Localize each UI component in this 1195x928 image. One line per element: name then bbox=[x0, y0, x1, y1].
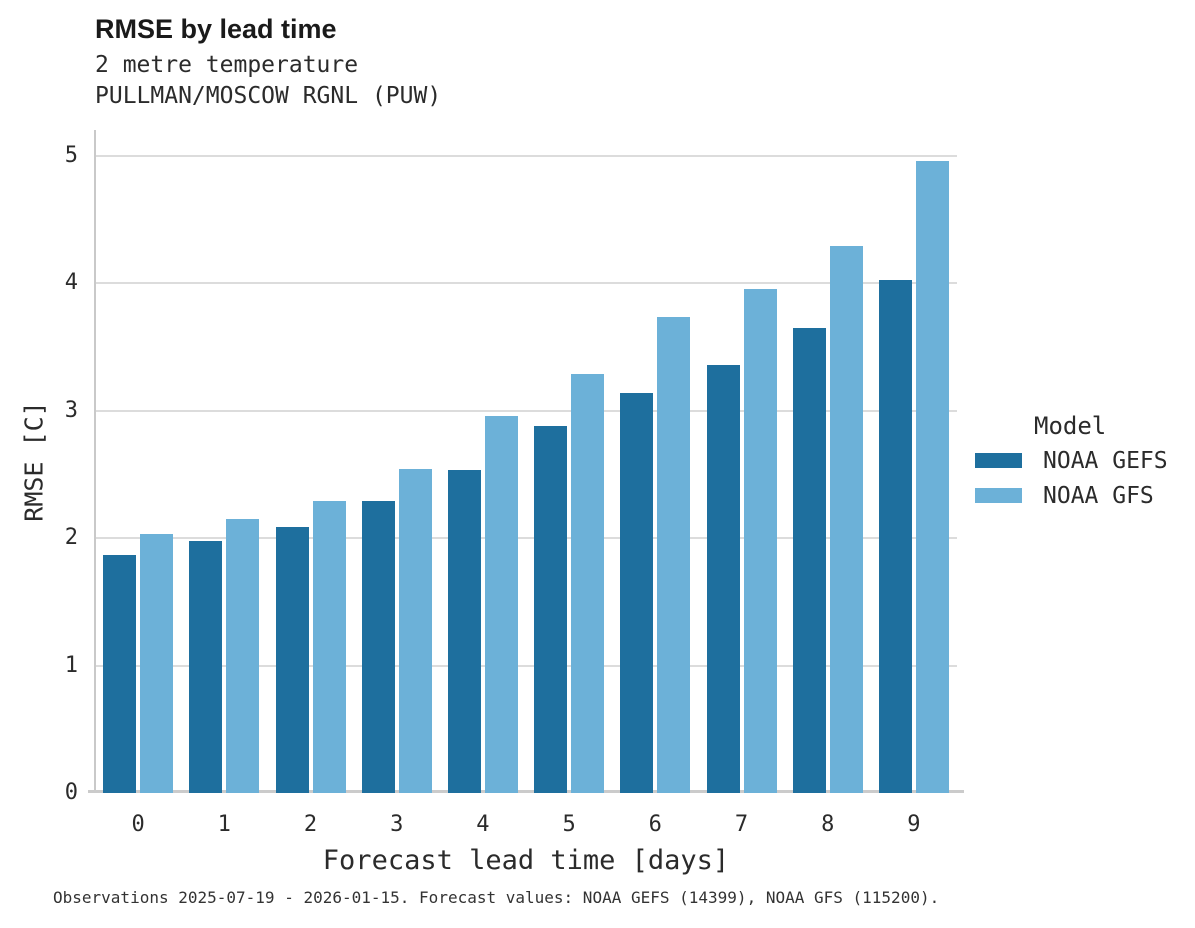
x-tick-7: 7 bbox=[734, 812, 749, 837]
bar-noaa-gfs-lead-7 bbox=[743, 289, 777, 793]
gridline-y-4 bbox=[95, 282, 957, 284]
x-tick-3: 3 bbox=[390, 812, 404, 837]
legend-title: Model bbox=[1034, 412, 1107, 440]
x-tick-9: 9 bbox=[907, 812, 921, 837]
bar-noaa-gfs-lead-6 bbox=[657, 317, 691, 793]
bar-noaa-gefs-lead-4 bbox=[447, 470, 481, 793]
legend-label-noaa-gefs: NOAA GEFS bbox=[1043, 447, 1168, 474]
x-axis-label: Forecast lead time [days] bbox=[322, 845, 730, 876]
legend-entry-noaa-gefs: NOAA GEFS bbox=[975, 447, 1168, 474]
chart-subtitle: 2 metre temperature PULLMAN/MOSCOW RGNL … bbox=[95, 50, 441, 112]
gridline-y-1 bbox=[95, 664, 957, 667]
legend-entry-noaa-gfs: NOAA GFS bbox=[975, 482, 1168, 509]
legend-swatch-noaa-gefs bbox=[975, 453, 1022, 468]
bar-noaa-gefs-lead-5 bbox=[534, 425, 568, 793]
bar-noaa-gfs-lead-5 bbox=[571, 373, 605, 793]
bar-noaa-gfs-lead-2 bbox=[312, 501, 346, 793]
bar-noaa-gfs-lead-9 bbox=[915, 160, 949, 793]
legend-swatch-noaa-gfs bbox=[975, 488, 1022, 503]
y-axis-label: RMSE [C] bbox=[19, 401, 49, 522]
y-tick-5: 5 bbox=[64, 142, 78, 168]
bar-noaa-gfs-lead-8 bbox=[829, 246, 863, 793]
bar-noaa-gfs-lead-1 bbox=[226, 518, 260, 793]
y-tick-2: 2 bbox=[64, 525, 78, 550]
x-tick-8: 8 bbox=[821, 812, 835, 837]
y-tick-1: 1 bbox=[64, 652, 78, 678]
bar-noaa-gefs-lead-9 bbox=[878, 280, 912, 793]
legend: Model NOAA GEFS NOAA GFS bbox=[975, 412, 1168, 519]
y-tick-4: 4 bbox=[64, 270, 78, 295]
x-axis-line bbox=[88, 790, 964, 793]
bar-noaa-gefs-lead-6 bbox=[620, 392, 654, 793]
bar-noaa-gfs-lead-0 bbox=[140, 534, 174, 793]
legend-entries: NOAA GEFS NOAA GFS bbox=[975, 447, 1168, 509]
bar-noaa-gfs-lead-4 bbox=[484, 415, 518, 793]
x-tick-5: 5 bbox=[562, 812, 576, 837]
bar-noaa-gefs-lead-8 bbox=[792, 327, 826, 793]
x-tick-1: 1 bbox=[217, 812, 231, 837]
chart-title: RMSE by lead time bbox=[95, 14, 337, 44]
bar-noaa-gefs-lead-0 bbox=[103, 554, 137, 793]
gridline-y-2 bbox=[95, 537, 957, 539]
bar-noaa-gefs-lead-3 bbox=[361, 501, 395, 793]
x-tick-6: 6 bbox=[648, 812, 662, 837]
y-tick-0: 0 bbox=[64, 780, 78, 805]
x-tick-0: 0 bbox=[131, 812, 145, 837]
subtitle-station: PULLMAN/MOSCOW RGNL (PUW) bbox=[95, 83, 442, 109]
gridline-y-3 bbox=[95, 409, 957, 412]
y-tick-3: 3 bbox=[64, 397, 78, 423]
bar-noaa-gefs-lead-2 bbox=[275, 526, 309, 793]
x-tick-2: 2 bbox=[303, 812, 318, 837]
bar-noaa-gefs-lead-7 bbox=[706, 364, 740, 793]
subtitle-variable: 2 metre temperature bbox=[95, 52, 359, 78]
bar-noaa-gefs-lead-1 bbox=[189, 540, 223, 793]
bar-noaa-gfs-lead-3 bbox=[398, 469, 432, 793]
y-axis-line bbox=[94, 130, 96, 793]
footnote-caption: Observations 2025-07-19 - 2026-01-15. Fo… bbox=[53, 888, 940, 907]
legend-label-noaa-gfs: NOAA GFS bbox=[1043, 482, 1154, 509]
gridline-y-5 bbox=[95, 154, 957, 157]
plot-area bbox=[88, 130, 964, 793]
x-tick-4: 4 bbox=[476, 812, 490, 837]
